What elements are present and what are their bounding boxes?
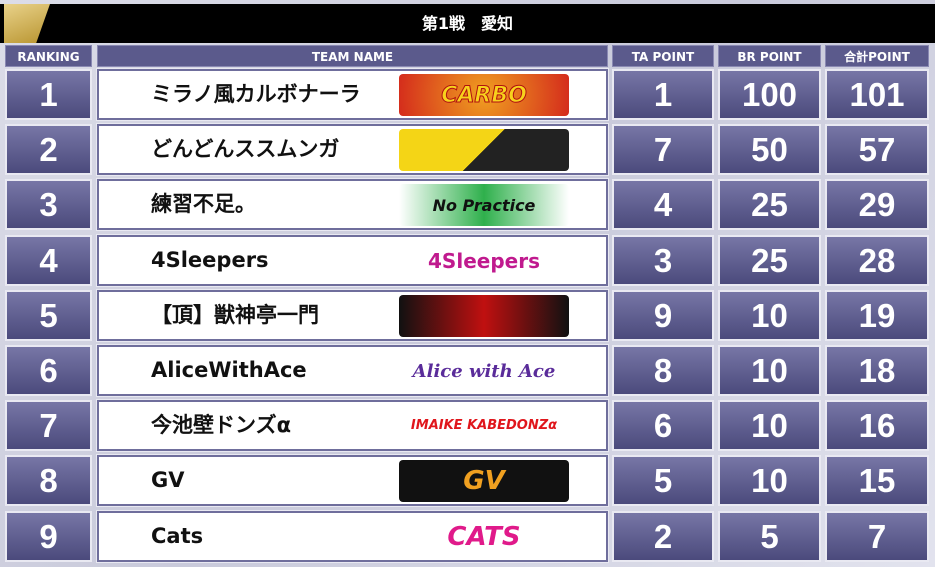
rank-cell: 2 [5,124,92,176]
team-name: Cats [151,523,204,548]
page-title: 第1戦 愛知 [421,14,514,33]
total-point-cell: 101 [825,69,929,120]
total-point-cell: 7 [825,510,929,562]
team-logo [399,129,569,172]
total-point-cell: 28 [825,234,929,286]
team-logo: GV [399,460,569,503]
team-name: 練習不足。 [151,192,256,217]
ta-point-cell: 6 [612,400,714,452]
ta-point-cell: 7 [612,124,714,176]
total-point-cell: 18 [825,345,929,396]
rank-cell: 6 [5,345,92,396]
title-bar [0,4,935,43]
ta-point-cell: 2 [612,510,714,562]
br-point-cell: 25 [718,179,821,231]
rank-cell: 3 [5,179,92,231]
team-logo: CARBO [399,74,569,116]
rank-cell: 4 [5,234,92,286]
rank-cell: 7 [5,400,92,452]
team-logo: Alice with Ace [412,360,556,382]
team-name: 4Sleepers [151,247,269,272]
team-row: 練習不足。 No Practice [96,178,609,232]
br-point-cell: 10 [718,345,821,396]
total-point-cell: 16 [825,400,929,452]
header-ta-point: TA POINT [612,45,714,67]
rank-cell: 8 [5,455,92,507]
team-row: Cats CATS [96,509,609,563]
header-team-name: TEAM NAME [97,45,608,67]
br-point-cell: 25 [718,234,821,286]
total-point-cell: 19 [825,289,929,341]
team-logo: No Practice [399,184,569,227]
team-name: AliceWithAce [151,358,307,382]
team-row: 【頂】獣神亭一門 [96,288,609,342]
team-logo: IMAIKE KABEDONZα [410,418,558,434]
total-point-cell: 29 [825,179,929,231]
br-point-cell: 10 [718,400,821,452]
team-name: 今池壁ドンズα [151,413,292,438]
team-row: どんどんススムンガ [96,123,609,177]
br-point-cell: 10 [718,289,821,341]
header-ranking: RANKING [5,45,92,67]
rank-cell: 9 [5,510,92,562]
ta-point-cell: 9 [612,289,714,341]
ta-point-cell: 5 [612,455,714,507]
ta-point-cell: 4 [612,179,714,231]
header-total-point: 合計POINT [825,45,929,67]
team-row: ミラノ風カルボナーラ CARBO [96,68,609,121]
br-point-cell: 10 [718,455,821,507]
br-point-cell: 5 [718,510,821,562]
br-point-cell: 100 [718,69,821,120]
team-logo: 4Sleepers [428,248,540,273]
team-name: GV [151,468,185,493]
team-row: AliceWithAce Alice with Ace [96,344,609,397]
team-logo: CATS [399,515,569,558]
team-row: GV GV [96,454,609,508]
team-name: ミラノ風カルボナーラ [151,82,361,106]
team-row: 4Sleepers 4Sleepers [96,233,609,287]
team-name: 【頂】獣神亭一門 [151,302,319,327]
ta-point-cell: 8 [612,345,714,396]
total-point-cell: 15 [825,455,929,507]
br-point-cell: 50 [718,124,821,176]
team-row: 今池壁ドンズα IMAIKE KABEDONZα [96,399,609,453]
rank-cell: 1 [5,69,92,120]
header-br-point: BR POINT [718,45,821,67]
rank-cell: 5 [5,289,92,341]
team-name: どんどんススムンガ [151,137,340,162]
ta-point-cell: 3 [612,234,714,286]
team-logo [399,294,569,337]
ta-point-cell: 1 [612,69,714,120]
total-point-cell: 57 [825,124,929,176]
